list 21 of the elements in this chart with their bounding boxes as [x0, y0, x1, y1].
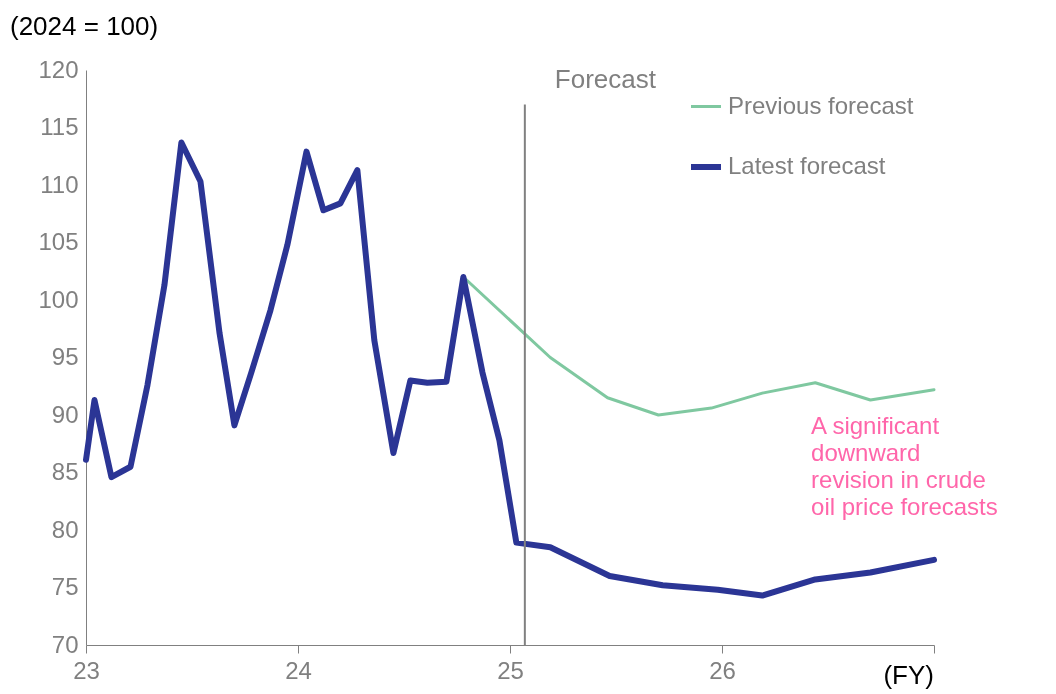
- y-tick-label: 105: [38, 228, 79, 255]
- y-tick-label: 95: [51, 343, 79, 370]
- y-tick-label: 100: [38, 285, 79, 313]
- x-tick-label: 24: [285, 656, 312, 684]
- y-tick-label: 90: [51, 400, 79, 428]
- y-tick-label: 115: [40, 113, 79, 140]
- x-tick-label: 26: [709, 656, 736, 684]
- y-axis-title: (2024 = 100): [10, 11, 159, 41]
- legend-label: Latest forecast: [728, 152, 886, 179]
- x-tick-label: 23: [73, 656, 100, 684]
- y-tick-label: 110: [40, 170, 79, 198]
- annotation: A significant downward revision in crude oil price forecasts: [811, 412, 998, 520]
- x-axis-title: (FY): [883, 660, 934, 690]
- y-tick-label: 85: [51, 458, 79, 485]
- y-tick-label: 120: [38, 55, 79, 83]
- ref-line-label: Forecast: [554, 63, 657, 94]
- y-tick-label: 70: [51, 630, 79, 658]
- legend-label: Previous forecast: [728, 91, 914, 119]
- y-tick-label: 80: [51, 515, 79, 543]
- x-tick-label: 25: [497, 656, 524, 684]
- y-tick-label: 75: [51, 573, 79, 600]
